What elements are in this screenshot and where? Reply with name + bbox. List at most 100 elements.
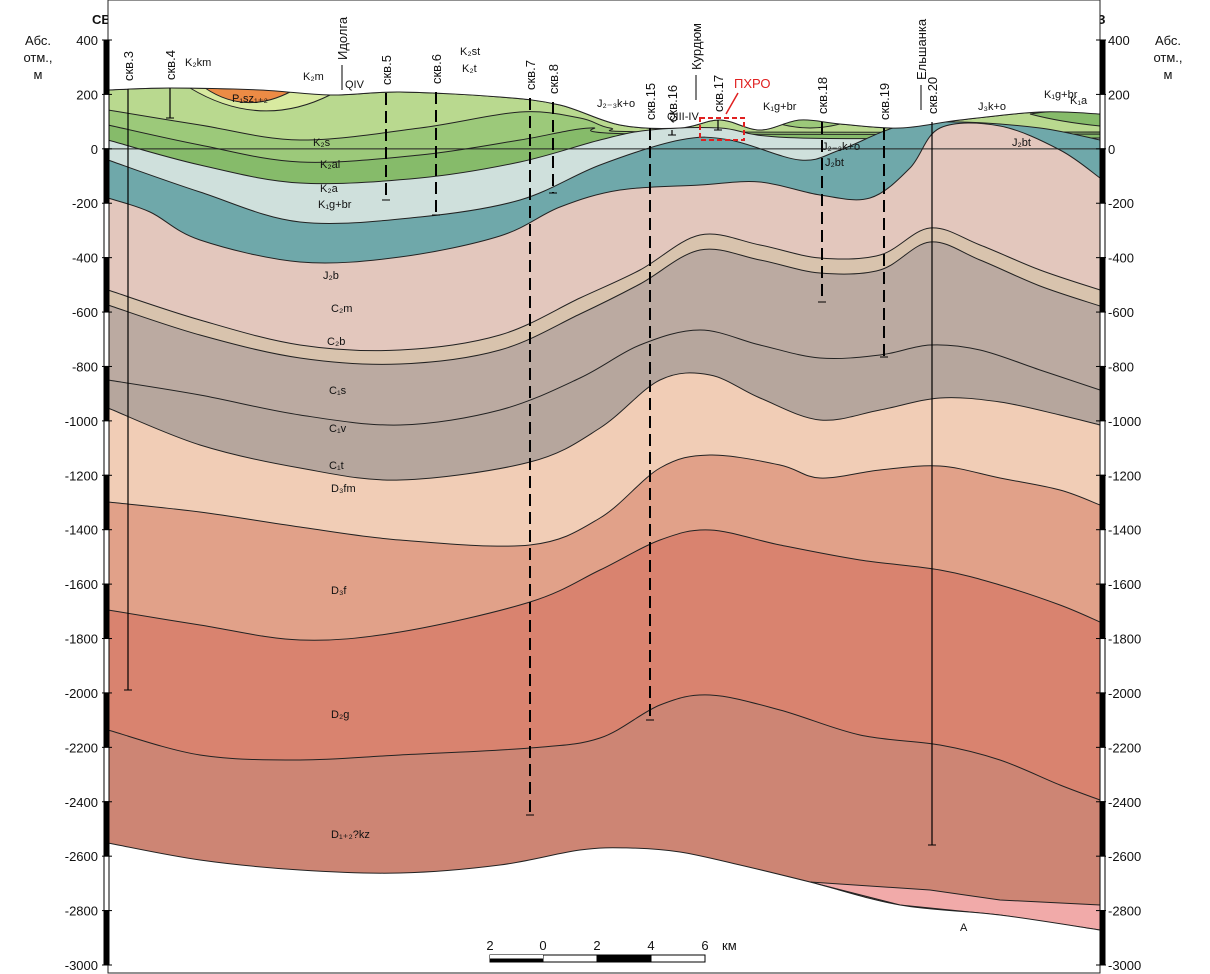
well-label: скв.19 [877, 83, 892, 120]
ruler-segment [1100, 747, 1105, 801]
cross-section: СВ ЮЗ 40040020020000-200-200-400-400-600… [0, 0, 1210, 974]
layer-label: C₁v [329, 423, 347, 435]
y-tick-label: -2800 [1108, 904, 1141, 919]
layer-label: J₂₋₃k+o [822, 141, 860, 153]
layer-label: C₂m [331, 303, 352, 315]
axis-title: отм., [23, 50, 52, 65]
layer-label: K₂t [462, 63, 477, 75]
scale-segment [490, 955, 543, 959]
axis-title: м [34, 67, 43, 82]
scale-segment [597, 955, 651, 962]
layer-label: J₂bt [1012, 137, 1031, 149]
ruler-segment [104, 149, 109, 203]
y-tick-label: -3000 [1108, 958, 1141, 973]
ruler-segment [104, 911, 109, 965]
ruler-segment [1100, 94, 1105, 148]
ruler-segment [1100, 639, 1105, 693]
layer-label: K₂st [460, 46, 480, 58]
place-label: Курдюм [689, 23, 704, 70]
axis-title: Абс. [25, 33, 51, 48]
layer-label: C₁s [329, 385, 347, 397]
y-tick-label: -3000 [65, 958, 98, 973]
ruler-segment [104, 40, 109, 94]
ruler-segment [1100, 530, 1105, 584]
ruler-segment [1100, 911, 1105, 965]
layer-label: K₁g+br [318, 199, 352, 211]
y-tick-label: -1000 [65, 414, 98, 429]
layer-label: K₁g+br [763, 101, 797, 113]
y-tick-label: -2200 [65, 740, 98, 755]
layer-label: A [960, 922, 968, 934]
ruler-segment [1100, 40, 1105, 94]
ruler-segment [1100, 258, 1105, 312]
ruler-segment [104, 747, 109, 801]
layer-label: K₂km [185, 57, 211, 69]
y-tick-label: -800 [72, 359, 98, 374]
well-label: скв.5 [379, 55, 394, 85]
layer-label: K₁a [1070, 95, 1088, 107]
y-tick-label: 400 [76, 33, 98, 48]
ruler-segment [1100, 421, 1105, 475]
scale-segment [651, 955, 705, 962]
y-tick-label: -400 [72, 251, 98, 266]
layer-label: C₂b [327, 336, 345, 348]
well-label: скв.18 [815, 77, 830, 114]
ruler-segment [104, 366, 109, 420]
y-tick-label: -2400 [65, 795, 98, 810]
scale-segment [543, 955, 597, 962]
well-label: скв.20 [925, 77, 940, 114]
ruler-segment [1100, 203, 1105, 257]
y-tick-label: -1400 [1108, 523, 1141, 538]
ruler-segment [1100, 693, 1105, 747]
layer-label: K₂m [303, 71, 324, 83]
ruler-segment [104, 421, 109, 475]
ruler-segment [104, 856, 109, 910]
well-label: скв.17 [711, 75, 726, 112]
ruler-segment [1100, 802, 1105, 856]
ruler-segment [104, 693, 109, 747]
y-tick-label: -1000 [1108, 414, 1141, 429]
ruler-segment [1100, 149, 1105, 203]
ruler-segment [1100, 312, 1105, 366]
ruler-segment [1100, 366, 1105, 420]
well-label: скв.7 [523, 60, 538, 90]
layer-label: QIV [345, 79, 365, 91]
y-tick-label: -1200 [65, 468, 98, 483]
marker-label: ПХРО [734, 76, 771, 91]
scale-label: 2 [593, 938, 600, 953]
y-tick-label: 400 [1108, 33, 1130, 48]
y-tick-label: 200 [76, 87, 98, 102]
y-tick-label: -1600 [65, 577, 98, 592]
axis-title: отм., [1153, 50, 1182, 65]
well-label: скв.3 [121, 51, 136, 81]
well-label: скв.15 [643, 83, 658, 120]
y-tick-label: 0 [91, 142, 98, 157]
scale-label: 0 [539, 938, 546, 953]
y-tick-label: -2600 [1108, 849, 1141, 864]
layer-label: J₃k+o [978, 101, 1006, 113]
y-tick-label: -800 [1108, 359, 1134, 374]
ruler-segment [1100, 856, 1105, 910]
well-label: скв.8 [546, 64, 561, 94]
scale-unit: км [722, 938, 737, 953]
y-tick-label: -1600 [1108, 577, 1141, 592]
ruler-segment [104, 94, 109, 148]
y-tick-label: 0 [1108, 142, 1115, 157]
layer-label: QIII-IV [667, 111, 699, 123]
scale-label: 6 [701, 938, 708, 953]
ruler-segment [104, 475, 109, 529]
y-tick-label: -2000 [65, 686, 98, 701]
axis-title: Абс. [1155, 33, 1181, 48]
y-tick-label: -1400 [65, 523, 98, 538]
layer-label: J₂₋₃k+o [597, 98, 635, 110]
ruler-segment [104, 530, 109, 584]
y-tick-label: -600 [72, 305, 98, 320]
y-tick-label: -1800 [65, 632, 98, 647]
y-tick-label: -1800 [1108, 632, 1141, 647]
place-label: Идолга [335, 16, 350, 60]
ruler-segment [104, 584, 109, 638]
well-label: скв.4 [163, 50, 178, 80]
layer-label: K₂a [320, 183, 339, 195]
ruler-segment [104, 639, 109, 693]
scale-label: 4 [647, 938, 654, 953]
